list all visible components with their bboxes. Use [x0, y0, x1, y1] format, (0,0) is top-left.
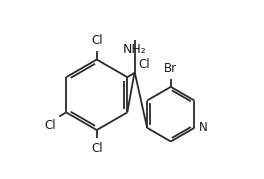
Text: Br: Br [164, 62, 177, 74]
Text: NH₂: NH₂ [123, 43, 147, 56]
Text: N: N [199, 121, 208, 134]
Text: Cl: Cl [91, 142, 103, 155]
Text: Cl: Cl [91, 34, 103, 47]
Text: Cl: Cl [138, 58, 150, 71]
Text: Cl: Cl [44, 118, 55, 132]
